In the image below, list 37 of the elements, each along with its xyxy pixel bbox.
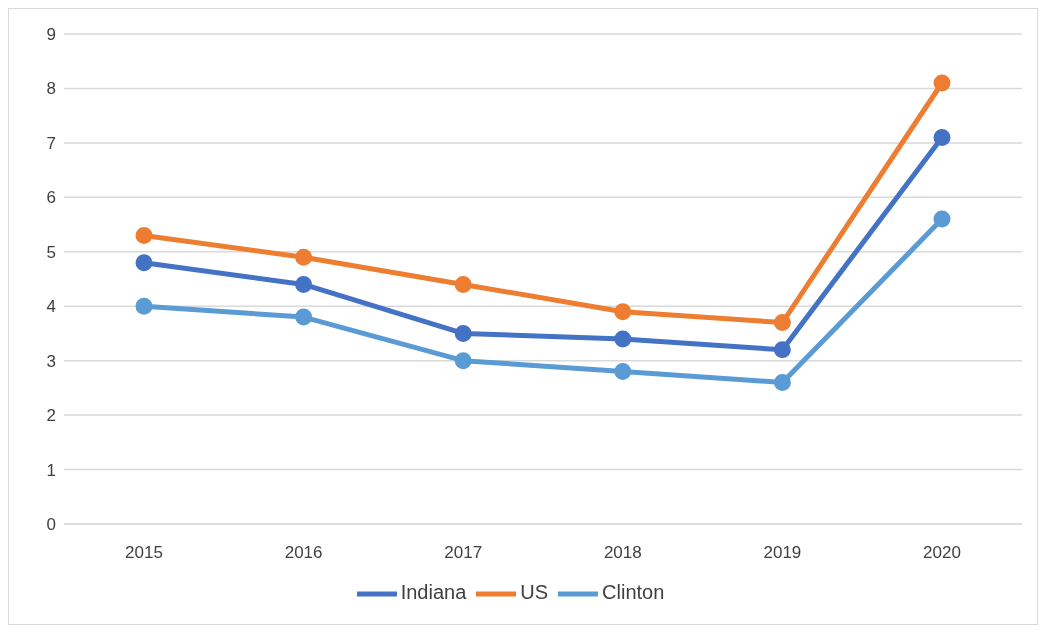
x-tick-label: 2015 — [125, 543, 163, 563]
point — [135, 297, 153, 315]
point — [773, 341, 791, 359]
y-tick-label: 6 — [46, 188, 56, 208]
point — [773, 373, 791, 391]
point — [614, 330, 632, 348]
x-tick-label: 2018 — [603, 543, 642, 563]
legend-label: Clinton — [602, 581, 665, 604]
point — [933, 74, 951, 92]
point — [295, 248, 313, 266]
y-tick-label: 1 — [46, 460, 56, 480]
x-tick-label: 2016 — [284, 543, 323, 563]
y-tick-label: 8 — [46, 79, 56, 99]
legend-label: US — [520, 581, 549, 604]
x-tick-label: 2020 — [923, 543, 961, 563]
y-tick-label: 7 — [46, 133, 56, 153]
x-tick-label: 2017 — [444, 543, 483, 563]
point — [295, 308, 313, 326]
point — [933, 128, 951, 146]
point — [135, 226, 153, 244]
point — [295, 275, 313, 293]
point — [614, 363, 632, 381]
y-tick-label: 0 — [46, 515, 56, 535]
y-tick-label: 2 — [46, 406, 56, 426]
y-tick-label: 9 — [46, 25, 56, 45]
point — [773, 314, 791, 332]
point — [454, 352, 472, 370]
point — [933, 210, 951, 228]
legend-label: Indiana — [400, 581, 467, 604]
point — [454, 324, 472, 342]
y-tick-label: 5 — [46, 242, 56, 262]
point — [454, 275, 472, 293]
y-tick-label: 4 — [46, 297, 56, 317]
point — [614, 303, 632, 321]
y-tick-label: 3 — [46, 351, 56, 371]
x-tick-label: 2019 — [763, 543, 802, 563]
point — [135, 254, 153, 272]
